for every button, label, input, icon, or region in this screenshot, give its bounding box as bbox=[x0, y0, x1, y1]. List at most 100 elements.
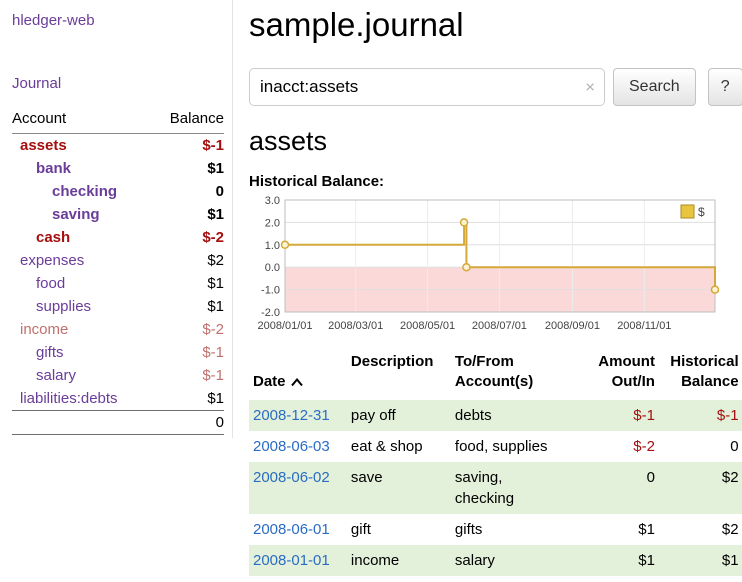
accounts-header-balance: Balance bbox=[152, 106, 224, 134]
chart-xtick-label: 2008/11/01 bbox=[617, 320, 671, 332]
chart-xtick-label: 2008/05/01 bbox=[400, 320, 455, 332]
account-name-cell: bank bbox=[12, 157, 152, 180]
register-date-link[interactable]: 2008-12-31 bbox=[253, 407, 330, 425]
account-link[interactable]: bank bbox=[36, 160, 72, 177]
accounts-header-account: Account bbox=[12, 106, 153, 134]
register-accounts: saving, checking bbox=[454, 469, 515, 508]
register-header-amount: Amount Out/In bbox=[598, 352, 655, 391]
account-row: gifts $-1 bbox=[12, 341, 224, 364]
clear-search-icon[interactable]: × bbox=[585, 77, 595, 97]
register-date-link[interactable]: 2008-01-01 bbox=[253, 552, 330, 570]
register-date-cell: 2008-12-31 bbox=[249, 400, 347, 431]
chart-ytick-label: -1.0 bbox=[261, 285, 280, 297]
register-date-cell: 2008-06-02 bbox=[249, 462, 347, 514]
account-link[interactable]: checking bbox=[52, 183, 118, 200]
chart-point bbox=[710, 285, 720, 294]
chart-point bbox=[462, 262, 471, 272]
register-balance: $-1 bbox=[716, 407, 739, 425]
help-button[interactable]: ? bbox=[707, 67, 742, 106]
register-balance: $2 bbox=[721, 521, 739, 539]
account-name-cell: liabilities:debts bbox=[12, 387, 152, 411]
register-row: 2008-06-02 save saving, checking 0 $2 bbox=[249, 462, 742, 515]
register-balance: 0 bbox=[730, 438, 739, 456]
register-header-balance: Historical Balance bbox=[670, 352, 739, 391]
chart-xtick-label: 2008/03/01 bbox=[328, 320, 383, 332]
account-link[interactable]: saving bbox=[52, 206, 100, 223]
accounts-total-spacer bbox=[12, 410, 153, 435]
account-balance: $-1 bbox=[202, 137, 224, 154]
account-balance: $-1 bbox=[202, 344, 224, 361]
account-balance: $1 bbox=[207, 298, 224, 315]
chart-ytick-label: -2.0 bbox=[261, 307, 280, 319]
register-accounts: debts bbox=[454, 407, 492, 425]
account-link[interactable]: supplies bbox=[36, 298, 92, 315]
account-row: cash $-2 bbox=[12, 226, 224, 249]
register-description: gift bbox=[350, 521, 371, 539]
account-row: saving $1 bbox=[12, 203, 224, 226]
account-name-cell: food bbox=[12, 272, 152, 295]
app-title-link[interactable]: hledger-web bbox=[12, 12, 95, 29]
register-header-accounts: To/From Account(s) bbox=[454, 352, 534, 391]
accounts-header-row: Account Balance bbox=[12, 106, 224, 134]
account-row: bank $1 bbox=[12, 157, 224, 180]
search-form: × Search ? bbox=[249, 67, 742, 106]
chart-ytick-label: 3.0 bbox=[265, 195, 280, 207]
register-row: 2008-06-03 eat & shop food, supplies $-2… bbox=[249, 431, 742, 462]
register-date-link[interactable]: 2008-06-01 bbox=[253, 521, 330, 539]
account-row: food $1 bbox=[12, 272, 224, 295]
account-link[interactable]: gifts bbox=[36, 344, 64, 361]
account-link[interactable]: expenses bbox=[20, 252, 85, 269]
account-name-cell: salary bbox=[12, 364, 152, 387]
account-link[interactable]: food bbox=[36, 275, 66, 292]
sort-ascending-icon bbox=[290, 378, 303, 387]
register-date-cell: 2008-01-01 bbox=[249, 545, 347, 576]
register-amount: $-2 bbox=[633, 438, 655, 456]
account-row: supplies $1 bbox=[12, 295, 224, 318]
account-name-cell: gifts bbox=[12, 341, 152, 364]
register-date-link[interactable]: 2008-06-02 bbox=[253, 469, 330, 487]
account-link[interactable]: liabilities:debts bbox=[20, 390, 118, 407]
register-body: 2008-12-31 pay off debts $-1 $-1 2008-06… bbox=[249, 400, 742, 577]
chart-xtick-label: 2008/07/01 bbox=[472, 320, 527, 332]
register-balance: $1 bbox=[721, 552, 739, 570]
account-balance: $1 bbox=[207, 160, 224, 177]
account-balance: 0 bbox=[215, 183, 224, 200]
chart-xtick-label: 2008/01/01 bbox=[257, 320, 312, 332]
account-row: income $-2 bbox=[12, 318, 224, 341]
register-header-row: Date Description To/From Account(s) Amou… bbox=[249, 350, 742, 401]
nav-journal-link[interactable]: Journal bbox=[12, 75, 62, 92]
search-button[interactable]: Search bbox=[613, 67, 696, 106]
register-balance: $2 bbox=[721, 469, 739, 487]
search-field-wrapper: × bbox=[249, 67, 605, 106]
account-name-cell: assets bbox=[12, 134, 152, 158]
register-row: 2008-12-31 pay off debts $-1 $-1 bbox=[249, 400, 742, 432]
account-link[interactable]: cash bbox=[36, 229, 71, 246]
account-heading: assets bbox=[249, 125, 328, 156]
account-balance: $-1 bbox=[202, 367, 224, 384]
account-link[interactable]: income bbox=[20, 321, 69, 338]
account-link[interactable]: assets bbox=[20, 137, 67, 154]
register-date-cell: 2008-06-03 bbox=[249, 431, 347, 462]
account-link[interactable]: salary bbox=[36, 367, 77, 384]
register-description: eat & shop bbox=[350, 438, 423, 456]
account-row: salary $-1 bbox=[12, 364, 224, 387]
chart-xtick-label: 2008/09/01 bbox=[545, 320, 600, 332]
account-name-cell: expenses bbox=[12, 249, 152, 272]
chart-ytick-label: 2.0 bbox=[265, 217, 280, 229]
accounts-total-row: 0 bbox=[12, 410, 224, 435]
register-amount: $-1 bbox=[633, 407, 655, 425]
main-content: sample.journal × Search ? assets Histori… bbox=[233, 0, 742, 577]
chart-border bbox=[284, 199, 716, 313]
chart-point bbox=[280, 240, 290, 249]
register-accounts: food, supplies bbox=[454, 438, 548, 456]
register-amount: 0 bbox=[646, 469, 655, 487]
account-balance: $2 bbox=[207, 252, 224, 269]
register-date-cell: 2008-06-01 bbox=[249, 514, 347, 545]
search-input[interactable] bbox=[249, 67, 605, 106]
account-balance: $1 bbox=[207, 275, 224, 292]
account-balance: $-2 bbox=[202, 321, 224, 338]
register-amount: $1 bbox=[638, 552, 655, 570]
register-header-date-label: Date bbox=[253, 373, 286, 391]
register-date-link[interactable]: 2008-06-03 bbox=[253, 438, 330, 456]
